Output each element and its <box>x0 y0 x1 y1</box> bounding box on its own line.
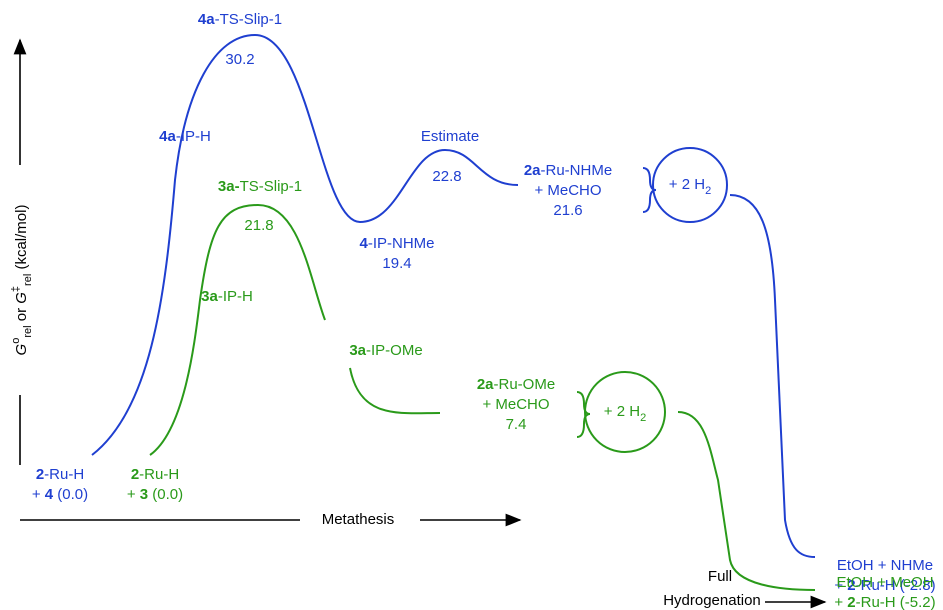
text-part: TS-Slip-1 <box>240 178 303 195</box>
text-part: EtOH + MeOH <box>836 574 933 591</box>
text-part: -Ru-H (-5.2) <box>856 594 936 610</box>
text-part: 2 <box>36 466 44 483</box>
label: 4a-IP-H <box>159 128 211 145</box>
green-profile <box>349 367 441 415</box>
text-part: 19.4 <box>382 255 411 272</box>
text-part: or <box>13 304 30 326</box>
label: EtOH + MeOH <box>836 574 933 591</box>
brace <box>642 167 657 213</box>
text-part: -Ru-NHMe <box>541 162 613 179</box>
text-part: + MeCHO <box>534 182 601 199</box>
text-part: + <box>834 577 847 594</box>
label: 3a-IP-H <box>201 288 253 305</box>
text-part: -IP-OMe <box>366 342 423 359</box>
text-part: + 2 H <box>604 403 640 420</box>
circle <box>652 147 728 223</box>
y-label: Gorel or G‡rel (kcal/mol) <box>10 205 34 356</box>
text-part: o <box>10 338 22 344</box>
label: + 4 (0.0) <box>32 486 88 503</box>
label: 19.4 <box>382 255 411 272</box>
text-part: 4 <box>45 486 54 503</box>
label: 22.8 <box>432 168 461 185</box>
text-part: ‡ <box>10 286 22 292</box>
text-part: rel <box>22 325 34 337</box>
label: 2a-Ru-NHMe <box>524 162 612 179</box>
text-part: 2 <box>131 466 139 483</box>
blue-profile <box>91 33 519 456</box>
label: 4-IP-NHMe <box>359 235 434 252</box>
label: 2a-Ru-OMe <box>477 376 555 393</box>
x-label: Metathesis <box>322 511 395 528</box>
text-part: -Ru-H (-2.8) <box>856 577 936 594</box>
label: 21.8 <box>244 217 273 234</box>
text-part: 3 <box>140 486 148 503</box>
text-part: 2a <box>524 162 541 179</box>
text-part: -Ru-H <box>44 466 84 483</box>
label: + MeCHO <box>534 182 601 199</box>
text-part: -Ru-OMe <box>494 376 556 393</box>
label: 7.4 <box>506 416 527 433</box>
x-label: Full <box>708 568 732 585</box>
text-part: 4 <box>359 235 368 252</box>
brace <box>576 391 591 438</box>
text-part: 2 <box>847 577 855 594</box>
x-label: Hydrogenation <box>663 592 761 609</box>
text-part: + 2 H <box>669 176 705 193</box>
text-part: (0.0) <box>148 486 183 503</box>
label: Estimate <box>421 128 479 145</box>
text-part: (0.0) <box>53 486 88 503</box>
text-part: 4a <box>159 128 176 145</box>
text-part: + MeCHO <box>482 396 549 413</box>
text-part: 3a <box>201 288 218 305</box>
label: + 2-Ru-H (-2.8) <box>834 577 935 594</box>
label: 30.2 <box>225 51 254 68</box>
label: 4a-TS-Slip-1 <box>198 11 282 28</box>
text-part: -IP-H <box>176 128 211 145</box>
text-part: G <box>13 343 30 355</box>
text-part: -IP-H <box>218 288 253 305</box>
text-part: 3a <box>349 342 366 359</box>
text-part: 22.8 <box>432 168 461 185</box>
label: + MeCHO <box>482 396 549 413</box>
text-part: rel <box>22 274 34 286</box>
text-part: Estimate <box>421 128 479 145</box>
green-profile <box>677 411 816 591</box>
label: 21.6 <box>553 202 582 219</box>
blue-profile <box>729 194 816 558</box>
label: 3a-TS-Slip-1 <box>218 178 302 195</box>
label: + 3 (0.0) <box>127 486 183 503</box>
text-part: 30.2 <box>225 51 254 68</box>
text-part: + <box>834 594 847 610</box>
label: 2-Ru-H <box>131 466 179 483</box>
text-part: 2 <box>640 412 646 424</box>
text-part: 21.6 <box>553 202 582 219</box>
label: 2-Ru-H <box>36 466 84 483</box>
text-part: -TS-Slip-1 <box>215 11 283 28</box>
label: + 2-Ru-H (-5.2) <box>834 594 935 610</box>
text-part: 2 <box>705 185 711 197</box>
text-part: + <box>127 486 140 503</box>
text-part: -IP-NHMe <box>368 235 435 252</box>
text-part: 4a <box>198 11 215 28</box>
text-part: 7.4 <box>506 416 527 433</box>
green-profile <box>149 203 326 456</box>
text-part: + <box>32 486 45 503</box>
text-part: 2 <box>847 594 855 610</box>
text-part: EtOH + NHMe <box>837 557 933 574</box>
text-part: 21.8 <box>244 217 273 234</box>
text-part: (kcal/mol) <box>13 205 30 274</box>
label: EtOH + NHMe <box>837 557 933 574</box>
text-part: 3a- <box>218 178 240 195</box>
text-part: 2a <box>477 376 494 393</box>
label: + 2 H2 <box>604 403 646 424</box>
label: 3a-IP-OMe <box>349 342 422 359</box>
text-part: -Ru-H <box>139 466 179 483</box>
text-part: G <box>13 292 30 304</box>
label: + 2 H2 <box>669 176 711 197</box>
